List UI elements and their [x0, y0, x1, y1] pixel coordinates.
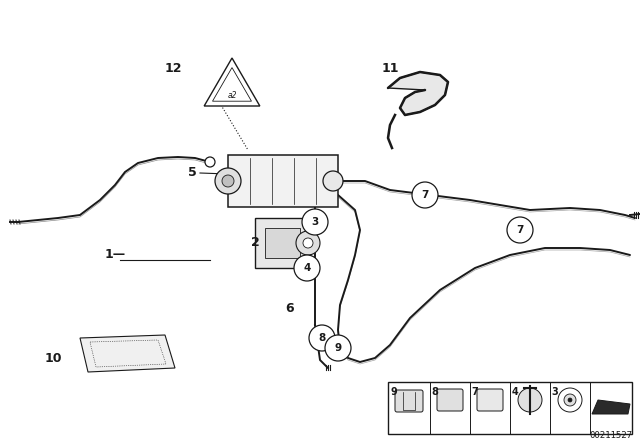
Text: 4: 4	[511, 387, 518, 397]
Text: 10: 10	[45, 352, 62, 365]
Text: 1—: 1—	[105, 249, 126, 262]
Polygon shape	[212, 68, 252, 101]
Text: 3: 3	[312, 217, 319, 227]
Text: 7: 7	[421, 190, 429, 200]
Text: 9: 9	[390, 387, 397, 397]
Bar	[228, 155, 338, 207]
Text: 7: 7	[516, 225, 524, 235]
Polygon shape	[388, 72, 448, 115]
Circle shape	[215, 168, 241, 194]
Circle shape	[518, 388, 542, 412]
Circle shape	[302, 209, 328, 235]
Polygon shape	[204, 58, 260, 106]
Text: 7: 7	[472, 387, 478, 397]
FancyBboxPatch shape	[395, 390, 423, 412]
Circle shape	[507, 217, 533, 243]
FancyBboxPatch shape	[477, 389, 503, 411]
Text: 9: 9	[335, 343, 342, 353]
Circle shape	[323, 171, 343, 191]
Bar	[265, 228, 300, 258]
Text: 12: 12	[164, 61, 182, 74]
Circle shape	[558, 388, 582, 412]
Text: 8: 8	[318, 333, 326, 343]
Circle shape	[303, 238, 313, 248]
FancyBboxPatch shape	[437, 389, 463, 411]
Text: 6: 6	[285, 302, 294, 314]
Circle shape	[222, 175, 234, 187]
Text: 8: 8	[431, 387, 438, 397]
Text: 4: 4	[303, 263, 310, 273]
Bar	[388, 382, 632, 434]
Circle shape	[309, 325, 335, 351]
Circle shape	[325, 335, 351, 361]
Circle shape	[564, 394, 576, 406]
Bar	[255, 218, 310, 268]
Circle shape	[568, 398, 572, 402]
Circle shape	[205, 157, 215, 167]
Circle shape	[294, 255, 320, 281]
Text: a2: a2	[227, 90, 237, 99]
Text: 11: 11	[382, 61, 399, 74]
Text: 2: 2	[251, 236, 259, 249]
Circle shape	[412, 182, 438, 208]
Polygon shape	[592, 400, 630, 414]
Text: 3: 3	[552, 387, 558, 397]
Text: 5: 5	[188, 167, 196, 180]
Text: 00211527: 00211527	[589, 431, 632, 440]
Circle shape	[296, 231, 320, 255]
Polygon shape	[80, 335, 175, 372]
